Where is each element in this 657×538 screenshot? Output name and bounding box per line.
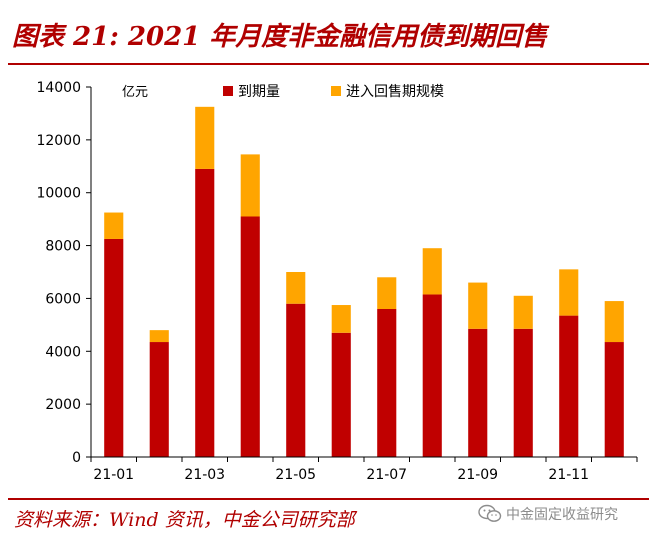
bar-maturity xyxy=(604,342,624,457)
stacked-bar-chart: 0 2000 4000 6000 8000 10000 12000 14000 亿元 21-0… xyxy=(36,80,638,483)
bar-putback xyxy=(559,269,579,316)
figure-title: 图表 21: 2021 年月度非金融信用债到期回售 xyxy=(12,22,548,52)
legend-label: 到期量 xyxy=(238,84,280,100)
bar-maturity xyxy=(195,168,215,457)
x-tick-label: 21-09 xyxy=(457,467,498,483)
legend-label: 进入回售期规模 xyxy=(346,84,444,100)
bar-putback xyxy=(604,301,624,343)
legend: 到期量 进入回售期规模 xyxy=(223,84,444,100)
bar-putback xyxy=(104,212,124,239)
watermark: 中金固定收益研究 xyxy=(478,504,618,524)
bar-putback xyxy=(149,330,169,343)
bar-putback xyxy=(377,277,397,309)
x-tick-label: 21-01 xyxy=(93,467,134,483)
x-tick-label: 21-03 xyxy=(184,467,225,483)
bar-maturity xyxy=(468,328,488,457)
bar-putback xyxy=(286,272,306,304)
bar-maturity xyxy=(559,315,579,457)
y-tick-label: 10000 xyxy=(36,186,81,202)
bar-maturity xyxy=(422,294,442,457)
source-divider xyxy=(8,498,649,500)
wechat-icon xyxy=(478,504,502,522)
bar-maturity xyxy=(513,328,533,457)
bar-maturity xyxy=(286,303,306,457)
bar-putback xyxy=(513,295,533,329)
y-tick-label: 14000 xyxy=(36,80,81,96)
bar-putback xyxy=(468,282,488,329)
bar-putback xyxy=(422,248,442,295)
legend-swatch xyxy=(331,86,341,96)
title-divider xyxy=(8,63,649,65)
bar-putback xyxy=(331,305,351,333)
y-tick-label: 4000 xyxy=(45,344,81,360)
bar-maturity xyxy=(104,238,124,457)
bar-maturity xyxy=(377,309,397,457)
x-tick-label: 21-07 xyxy=(366,467,407,483)
y-tick-label: 8000 xyxy=(45,239,81,255)
y-tick-label: 2000 xyxy=(45,397,81,413)
y-tick-label: 6000 xyxy=(45,291,81,307)
bar-maturity xyxy=(331,332,351,457)
bar-maturity xyxy=(240,216,260,457)
x-tick-label: 21-11 xyxy=(548,467,589,483)
legend-swatch xyxy=(223,86,233,96)
source-note: 资料来源：Wind 资讯，中金公司研究部 xyxy=(14,509,355,531)
x-axis: 21-01 21-03 21-05 21-07 21-09 21-11 xyxy=(90,456,638,483)
bar-putback xyxy=(195,106,215,169)
bars xyxy=(104,106,624,457)
y-axis: 0 2000 4000 6000 8000 10000 12000 14000 xyxy=(36,80,92,466)
watermark-text: 中金固定收益研究 xyxy=(506,507,618,523)
y-tick-label: 0 xyxy=(72,450,81,466)
bar-maturity xyxy=(149,342,169,457)
y-tick-label: 12000 xyxy=(36,133,81,149)
x-tick-label: 21-05 xyxy=(275,467,316,483)
bar-putback xyxy=(240,154,260,217)
y-unit-label: 亿元 xyxy=(122,85,148,100)
